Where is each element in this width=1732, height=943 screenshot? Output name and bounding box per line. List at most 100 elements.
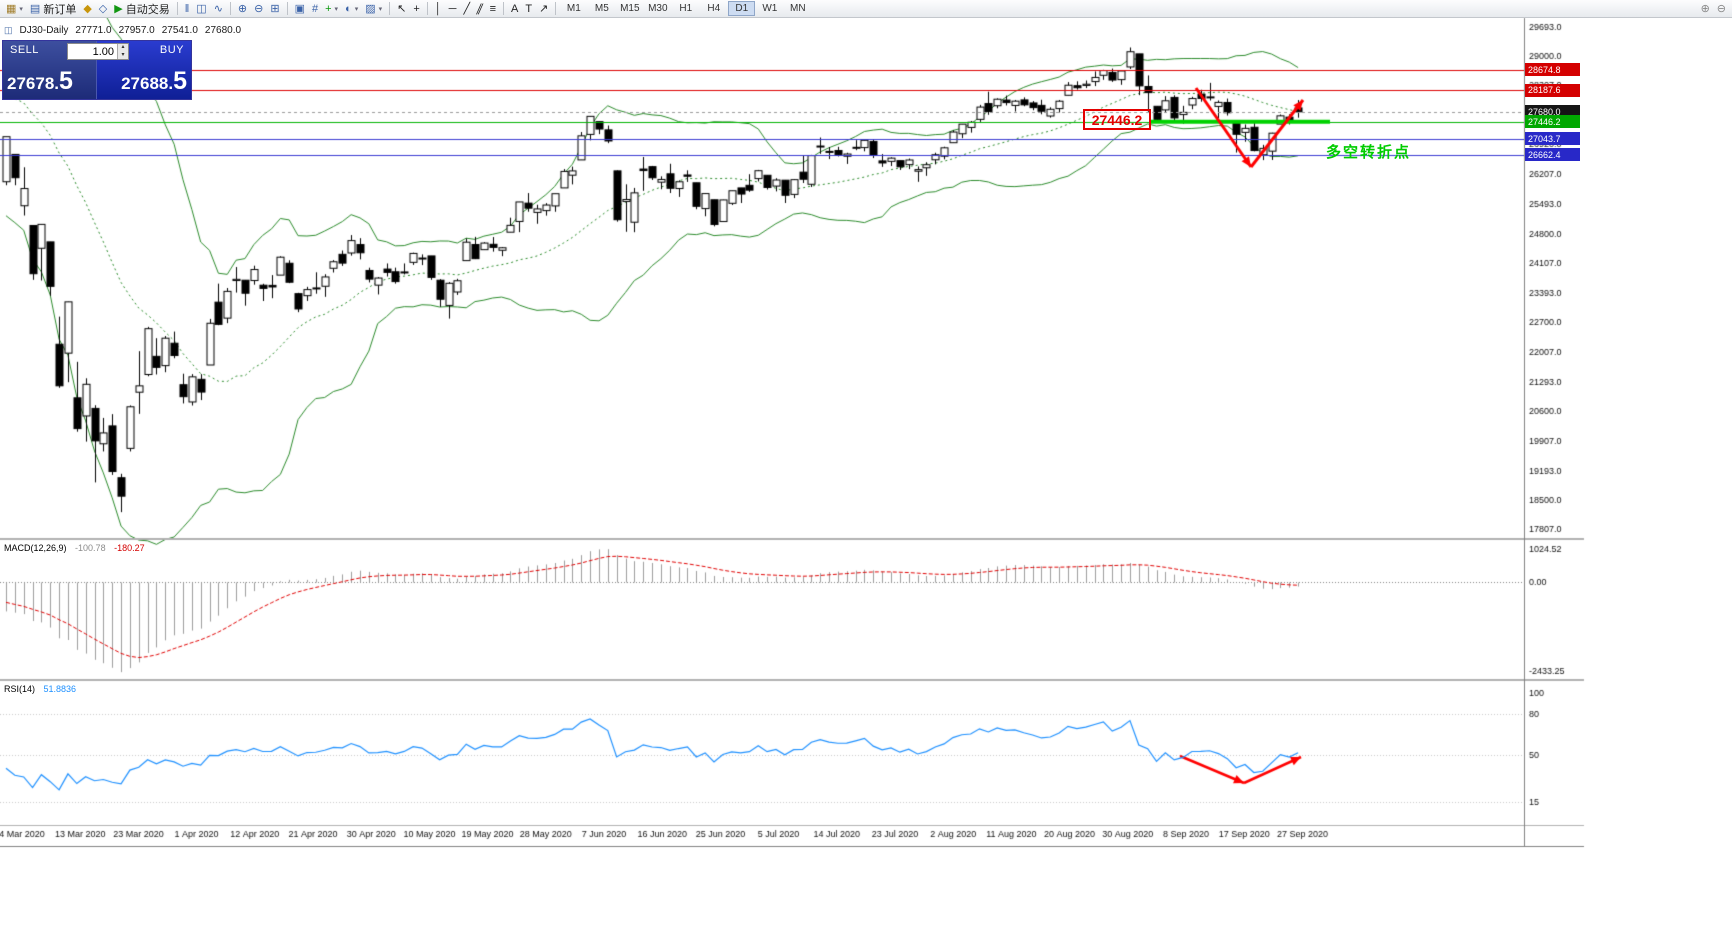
chart-window-icon: ◫ bbox=[4, 25, 13, 35]
templates-icon-caret[interactable]: ▾ bbox=[378, 5, 383, 13]
toolbar-separator bbox=[555, 2, 557, 15]
timeframe-W1[interactable]: W1 bbox=[756, 1, 783, 16]
timeframe-M5[interactable]: M5 bbox=[588, 1, 615, 16]
new-order-button[interactable]: ▤ 新订单 bbox=[27, 1, 79, 17]
bars-chart-icon[interactable]: ‖ bbox=[182, 1, 193, 17]
toolbar: ▦ ▾ ▤ 新订单 ◆ ◇ ▶ 自动交易 ‖ ◫ ∿ ⊕ ⊖ ⊞ ▣ # + ▾ ◐ ▾ ▨ ▾ ↖ + │ ─ ╱ ∥ ≡ A T ↗ M1 M… bbox=[0, 0, 1732, 18]
zoom-out-icon[interactable]: ⊖ bbox=[251, 1, 266, 17]
toolbar-separator bbox=[229, 2, 231, 15]
macd-main-value: -100.78 bbox=[75, 543, 106, 553]
text-label-icon: T bbox=[525, 2, 533, 15]
toolbar-separator bbox=[426, 2, 428, 15]
line-chart-icon: ∿ bbox=[213, 2, 223, 15]
volume-value[interactable]: 1.00 bbox=[92, 46, 114, 58]
fibonacci-icon[interactable]: ≡ bbox=[487, 1, 499, 17]
zoom-in-icon[interactable]: ⊕ bbox=[235, 1, 250, 17]
horizontal-line-icon[interactable]: ─ bbox=[446, 1, 460, 17]
timeframe-M30[interactable]: M30 bbox=[644, 1, 671, 16]
auto-arrange-icon: ▣ bbox=[294, 2, 305, 15]
autotrading-button-label: 自动交易 bbox=[125, 3, 170, 16]
grid-icon: # bbox=[311, 2, 319, 15]
resistance-price-tag-1[interactable]: 28674.8 bbox=[1525, 63, 1580, 77]
text-icon[interactable]: A bbox=[508, 1, 521, 17]
tile-windows-icon: ⊞ bbox=[270, 2, 280, 15]
navigator-icon[interactable]: ◇ bbox=[96, 1, 110, 17]
vertical-line-icon: │ bbox=[434, 2, 442, 15]
charts-icon[interactable]: ▦ ▾ bbox=[3, 1, 26, 17]
periods-icon[interactable]: ◐ ▾ bbox=[342, 1, 361, 17]
current-price-tag: 27680.0 bbox=[1525, 105, 1580, 119]
chart-title: ◫ DJ30-Daily 27771.0 27957.0 27541.0 276… bbox=[4, 25, 241, 36]
resistance-price-tag-2[interactable]: 28187.6 bbox=[1525, 83, 1580, 97]
line-chart-icon[interactable]: ∿ bbox=[211, 1, 226, 17]
timeframe-H4[interactable]: H4 bbox=[700, 1, 727, 16]
rsi-indicator-label: RSI(14) 51.8836 bbox=[4, 684, 76, 694]
crosshair-icon: + bbox=[413, 2, 420, 15]
timeframe-M1[interactable]: M1 bbox=[560, 1, 587, 16]
indicators-icon: + bbox=[325, 2, 332, 15]
volume-spinner: ▴ ▾ bbox=[117, 44, 128, 59]
buy-price: 27688.5 bbox=[121, 67, 187, 95]
timeframe-M15[interactable]: M15 bbox=[616, 1, 643, 16]
channel-icon: ∥ bbox=[474, 2, 486, 15]
cursor-icon[interactable]: ↖ bbox=[394, 1, 409, 17]
macd-name: MACD(12,26,9) bbox=[4, 543, 67, 553]
candlestick-chart-icon[interactable]: ◫ bbox=[193, 1, 209, 17]
charts-icon-caret[interactable]: ▾ bbox=[19, 5, 23, 13]
arrows-tool-icon: ↗ bbox=[539, 2, 549, 15]
symbol-timeframe-label: DJ30-Daily bbox=[19, 25, 69, 36]
volume-input[interactable]: 1.00 ▴ ▾ bbox=[67, 43, 129, 60]
sell-price: 27678.5 bbox=[7, 67, 73, 95]
timeframe-MN[interactable]: MN bbox=[784, 1, 811, 16]
charts-icon: ▦ bbox=[6, 2, 17, 15]
templates-icon: ▨ bbox=[365, 2, 376, 15]
bars-chart-icon: ‖ bbox=[184, 2, 190, 15]
market-watch-icon: ◆ bbox=[83, 2, 92, 15]
tile-windows-icon[interactable]: ⊞ bbox=[267, 1, 282, 17]
zoom-out-icon: ⊖ bbox=[254, 2, 264, 15]
fibonacci-icon: ≡ bbox=[489, 2, 497, 15]
new-order-button-label: 新订单 bbox=[43, 3, 77, 16]
indicators-icon[interactable]: + ▾ bbox=[322, 1, 341, 17]
periods-icon: ◐ bbox=[345, 2, 352, 15]
key-price-annotation[interactable]: 27446.2 bbox=[1083, 109, 1151, 130]
indicators-icon-caret[interactable]: ▾ bbox=[334, 5, 339, 13]
autotrading-button[interactable]: ▶ 自动交易 bbox=[111, 1, 172, 17]
macd-signal-value: -180.27 bbox=[114, 543, 145, 553]
periods-icon-caret[interactable]: ▾ bbox=[354, 5, 359, 13]
channel-icon[interactable]: ∥ bbox=[474, 1, 486, 17]
trendline-icon[interactable]: ╱ bbox=[460, 1, 473, 17]
rsi-name: RSI(14) bbox=[4, 684, 36, 694]
key-level-price-tag[interactable]: 27446.2 bbox=[1525, 115, 1580, 129]
new-order-button: ▤ bbox=[29, 2, 41, 15]
text-icon: A bbox=[511, 2, 519, 15]
turning-point-annotation[interactable]: 多空转折点 bbox=[1326, 144, 1412, 161]
one-click-trading-panel: SELL 27678.5 1.00 ▴ ▾ BUY 27688.5 bbox=[2, 40, 192, 100]
sell-label: SELL bbox=[10, 44, 39, 56]
search-symbol-icon[interactable]: ⊕ bbox=[1698, 1, 1713, 17]
macd-indicator-label: MACD(12,26,9) -100.78 -180.27 bbox=[4, 543, 145, 553]
horizontal-line-icon: ─ bbox=[448, 2, 457, 15]
toolbar-separator bbox=[503, 2, 505, 15]
navigator-icon: ◇ bbox=[98, 2, 108, 15]
text-label-icon[interactable]: T bbox=[522, 1, 535, 17]
templates-icon[interactable]: ▨ ▾ bbox=[362, 1, 385, 17]
arrows-tool-icon[interactable]: ↗ bbox=[536, 1, 551, 17]
volume-down-icon[interactable]: ▾ bbox=[118, 51, 128, 59]
volume-up-icon[interactable]: ▴ bbox=[118, 44, 128, 52]
market-watch-icon[interactable]: ◆ bbox=[80, 1, 94, 17]
timeframe-H1[interactable]: H1 bbox=[672, 1, 699, 16]
auto-arrange-icon[interactable]: ▣ bbox=[292, 1, 308, 17]
crosshair-icon[interactable]: + bbox=[410, 1, 422, 17]
support-price-tag-2[interactable]: 26662.4 bbox=[1525, 148, 1580, 162]
grid-icon[interactable]: # bbox=[309, 1, 321, 17]
buy-label: BUY bbox=[159, 44, 184, 56]
search-minus-icon[interactable]: ⊖ bbox=[1714, 1, 1729, 17]
search-symbol-icon: ⊕ bbox=[1700, 2, 1710, 15]
timeframe-D1[interactable]: D1 bbox=[728, 1, 756, 16]
vertical-line-icon[interactable]: │ bbox=[432, 1, 445, 17]
ohlc-open: 27771.0 bbox=[75, 25, 112, 36]
support-price-tag-1[interactable]: 27043.7 bbox=[1525, 132, 1580, 146]
